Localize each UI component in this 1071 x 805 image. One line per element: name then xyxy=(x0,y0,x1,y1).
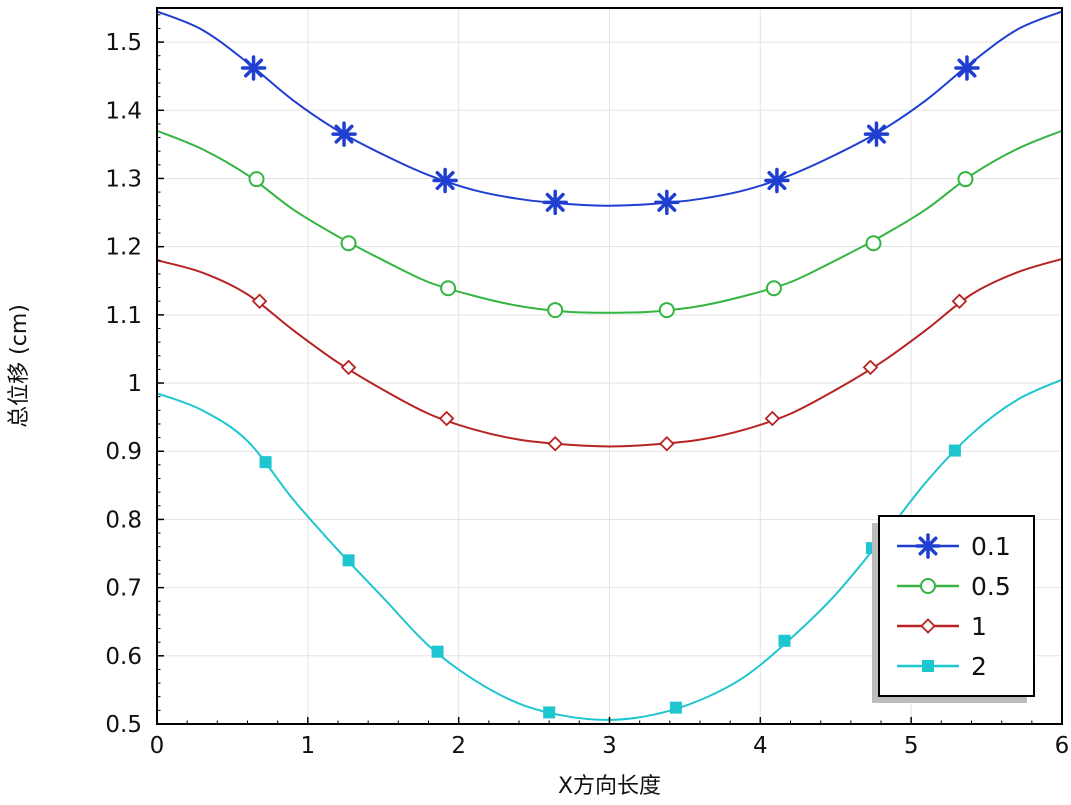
series-3-marker xyxy=(948,444,961,457)
y-tick-label: 1.3 xyxy=(105,166,142,192)
series-2-marker xyxy=(764,410,781,427)
series-3-marker xyxy=(543,706,556,719)
legend-marker-3 xyxy=(922,660,934,672)
series-3-marker xyxy=(259,456,272,469)
series-1-marker xyxy=(658,302,675,319)
series-0-marker xyxy=(863,121,890,147)
series-1-marker xyxy=(248,171,265,188)
y-tick-label: 1.1 xyxy=(105,303,142,329)
series-0-marker xyxy=(764,167,790,194)
series-3-marker xyxy=(669,701,682,714)
y-tick-label: 0.5 xyxy=(105,712,142,738)
legend-marker-1 xyxy=(920,578,936,594)
x-tick-label: 0 xyxy=(150,733,165,759)
legend-label-1: 0.5 xyxy=(971,572,1011,601)
x-tick-label: 5 xyxy=(904,733,919,759)
series-2-marker xyxy=(951,293,968,309)
legend-label-3: 2 xyxy=(971,652,987,681)
series-2-marker xyxy=(340,359,357,376)
y-tick-label: 1 xyxy=(127,371,142,397)
series-line-0 xyxy=(156,10,1063,207)
series-0-marker xyxy=(331,121,357,147)
legend-marker-0 xyxy=(915,533,941,559)
x-tick-label: 4 xyxy=(753,733,768,759)
series-1-marker xyxy=(440,280,457,297)
y-tick-label: 0.8 xyxy=(105,507,142,533)
series-3-marker xyxy=(778,634,791,647)
series-0-marker xyxy=(954,55,980,81)
series-0-marker xyxy=(654,189,680,216)
series-1-marker xyxy=(340,235,357,252)
legend-marker-2 xyxy=(920,618,936,634)
y-axis-title: 总位移 (cm) xyxy=(7,304,32,428)
series-2-marker xyxy=(862,359,879,376)
legend: 0.1 0.5 1 2 xyxy=(872,515,1035,703)
series-0-marker xyxy=(240,55,267,81)
y-tick-label: 0.6 xyxy=(105,644,142,670)
series-3-marker xyxy=(342,554,355,567)
series-1-marker xyxy=(547,302,564,319)
series-1-marker xyxy=(765,280,782,297)
ticks-layer: 0 1 2 3 4 5 6 0.5 0.6 0.7 0.8 0.9 1 1.1 1.2 1.3 1.4 1.5 xyxy=(105,14,1070,759)
y-tick-label: 0.7 xyxy=(105,576,142,602)
y-tick-label: 1.2 xyxy=(105,235,142,261)
x-tick-label: 6 xyxy=(1055,733,1070,759)
series-0-marker xyxy=(432,167,458,194)
series-3-marker xyxy=(431,645,444,658)
x-axis-title: X方向长度 xyxy=(558,774,661,799)
x-tick-label: 1 xyxy=(301,733,316,759)
series-line-2 xyxy=(156,257,1063,448)
y-tick-label: 0.9 xyxy=(105,439,142,465)
series-0-marker xyxy=(542,189,568,216)
series-layer xyxy=(156,10,1063,721)
legend-label-2: 1 xyxy=(971,612,987,641)
y-tick-label: 1.5 xyxy=(105,30,142,56)
legend-label-0: 0.1 xyxy=(971,532,1011,561)
series-line-1 xyxy=(156,129,1063,314)
x-tick-label: 3 xyxy=(602,733,617,759)
series-2-marker xyxy=(547,435,563,452)
y-tick-label: 1.4 xyxy=(105,98,142,124)
series-1-marker xyxy=(865,235,882,252)
series-2-marker xyxy=(251,293,268,309)
series-2-marker xyxy=(659,435,675,452)
x-tick-label: 2 xyxy=(451,733,466,759)
grid-layer xyxy=(157,8,1062,725)
series-2-marker xyxy=(438,410,455,427)
series-1-marker xyxy=(957,171,974,188)
